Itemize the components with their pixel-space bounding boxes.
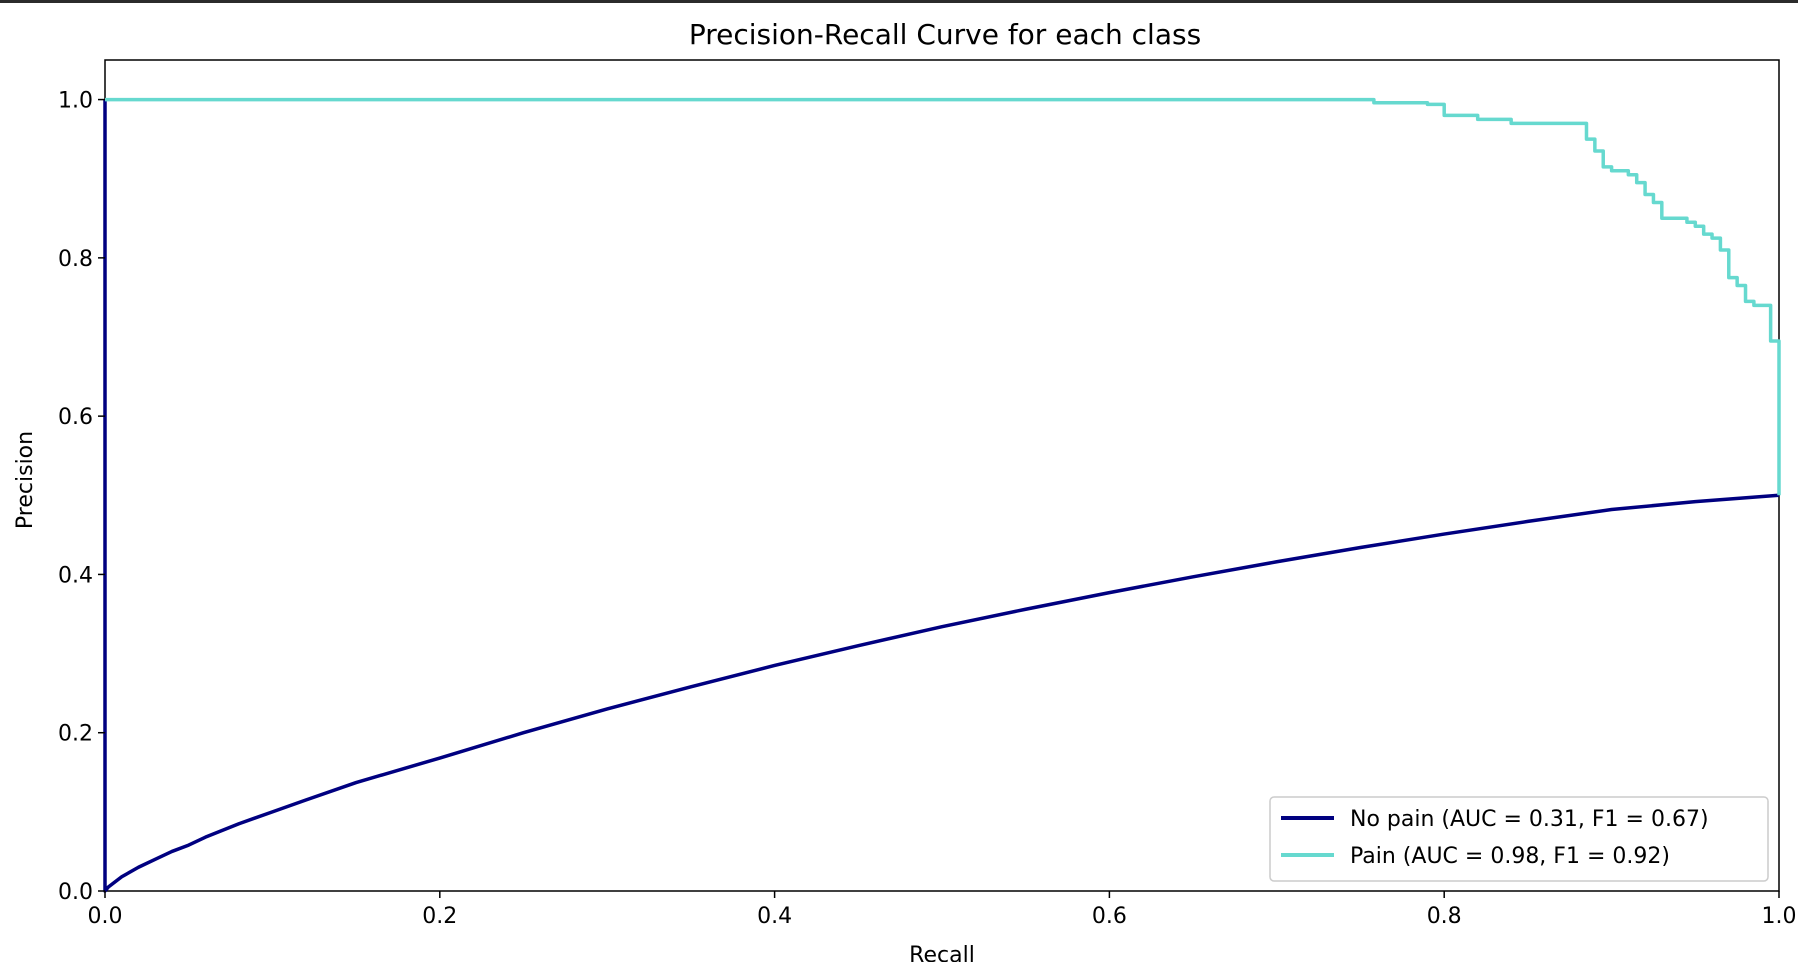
y-tick-label: 0.6 xyxy=(58,405,93,430)
x-tick-label: 0.8 xyxy=(1427,904,1462,929)
x-tick-label: 0.2 xyxy=(422,904,457,929)
window-top-border xyxy=(0,0,1798,3)
y-tick-label: 1.0 xyxy=(58,89,93,114)
y-tick-label: 0.4 xyxy=(58,563,93,588)
legend-label-no-pain: No pain (AUC = 0.31, F1 = 0.67) xyxy=(1350,807,1709,832)
x-tick-label: 0.0 xyxy=(88,904,123,929)
x-axis-label: Recall xyxy=(909,943,975,962)
y-axis-label: Precision xyxy=(13,431,38,529)
legend-box xyxy=(1269,796,1769,882)
x-tick-label: 0.4 xyxy=(757,904,792,929)
y-tick-label: 0.2 xyxy=(58,722,93,747)
plot-frame xyxy=(104,59,1780,892)
chart-title: Precision-Recall Curve for each class xyxy=(689,18,1201,51)
legend-label-pain: Pain (AUC = 0.98, F1 = 0.92) xyxy=(1350,844,1670,869)
plot-area xyxy=(103,59,1781,893)
series-line-no-pain xyxy=(103,99,1780,893)
y-tick-label: 0.8 xyxy=(58,247,93,272)
series-layer xyxy=(103,97,1781,893)
series-line-pain xyxy=(105,97,1781,496)
x-tick-label: 0.6 xyxy=(1092,904,1127,929)
x-axis: 0.0 0.2 0.4 0.6 0.8 1.0 xyxy=(88,891,1797,929)
legend: No pain (AUC = 0.31, F1 = 0.67) Pain (AU… xyxy=(1269,796,1769,882)
x-tick-label: 1.0 xyxy=(1762,904,1797,929)
y-axis: 0.0 0.2 0.4 0.6 0.8 1.0 xyxy=(58,89,105,905)
y-tick-label: 0.0 xyxy=(58,880,93,905)
